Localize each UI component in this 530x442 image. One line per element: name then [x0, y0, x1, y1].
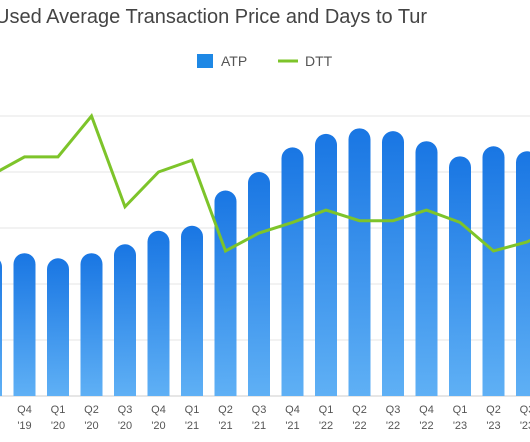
legend-atp-label: ATP	[221, 53, 247, 69]
dtt-line	[0, 113, 530, 254]
atp-bar	[181, 225, 203, 396]
atp-bar	[214, 190, 237, 396]
atp-bar	[348, 128, 371, 396]
atp-bar	[516, 151, 530, 396]
x-tick-label: Q3'22	[386, 404, 401, 432]
x-tick-label: Q1'22	[319, 404, 334, 432]
atp-bar	[13, 253, 36, 396]
atp-bar	[482, 146, 505, 396]
x-tick-label: Q3'20	[118, 404, 133, 432]
atp-bar	[47, 258, 69, 396]
x-tick-label: Q4'22	[419, 404, 434, 432]
atp-bar	[147, 230, 170, 396]
x-tick-label: Q1'20	[51, 404, 66, 432]
chart-title: Used Average Transaction Price and Days …	[0, 6, 427, 28]
atp-bars	[0, 128, 530, 397]
atp-bar	[382, 131, 404, 396]
x-tick-label: Q2'22	[352, 404, 367, 432]
x-tick-label: Q1'23	[453, 404, 468, 432]
atp-bar	[114, 244, 136, 396]
atp-bar	[0, 260, 2, 396]
legend: ATP DTT	[197, 53, 333, 69]
x-tick-label: Q4'21	[285, 404, 300, 432]
atp-bar	[315, 133, 337, 397]
atp-bar	[80, 253, 103, 396]
legend-atp-swatch	[197, 54, 213, 68]
dtt-line-layer	[0, 113, 530, 254]
x-tick-label: Q2'23	[486, 404, 501, 432]
x-tick-label: Q4'19	[17, 404, 32, 432]
atp-bar	[415, 141, 438, 396]
x-tick-label: Q2'21	[218, 404, 233, 432]
x-tick-label: Q2'20	[84, 404, 99, 432]
atp-bar	[449, 156, 471, 396]
x-tick-label: Q3'21	[252, 404, 267, 432]
atp-bar	[248, 172, 270, 396]
atp-bar	[281, 147, 304, 396]
x-axis-ticks: Q3'19Q4'19Q1'20Q2'20Q3'20Q4'20Q1'21Q2'21…	[17, 404, 530, 432]
legend-dtt-label: DTT	[305, 53, 333, 69]
x-tick-label: Q1'21	[185, 404, 200, 432]
x-tick-label: Q3'23	[520, 404, 530, 432]
x-tick-label: Q4'20	[151, 404, 166, 432]
